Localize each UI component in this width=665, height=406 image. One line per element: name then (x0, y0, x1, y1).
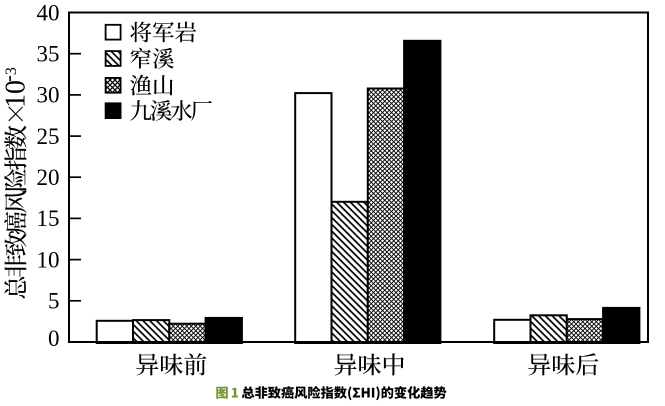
svg-text:5: 5 (48, 289, 60, 314)
svg-text:30: 30 (37, 83, 60, 108)
svg-text:20: 20 (37, 165, 60, 190)
svg-text:10: 10 (37, 247, 60, 272)
svg-text:15: 15 (37, 206, 60, 231)
svg-text:0: 0 (48, 326, 60, 351)
svg-text:25: 25 (37, 124, 60, 149)
svg-text:10: 10 (1, 80, 32, 108)
svg-text:40: 40 (37, 0, 60, 25)
svg-text:35: 35 (37, 42, 60, 67)
svg-text:3: 3 (3, 67, 20, 75)
